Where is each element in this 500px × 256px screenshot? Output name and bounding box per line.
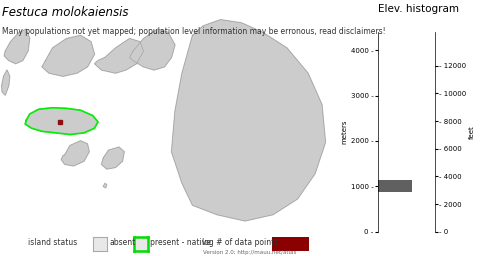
Polygon shape [2, 70, 10, 95]
Text: present - native: present - native [150, 238, 211, 247]
Bar [378, 180, 412, 192]
Text: Version 2.0; http://mauu.net/atlas: Version 2.0; http://mauu.net/atlas [204, 250, 296, 255]
Polygon shape [42, 35, 94, 76]
Text: Elev. histogram: Elev. histogram [378, 4, 458, 14]
Polygon shape [4, 29, 30, 64]
Text: Many populations not yet mapped; population level information may be erronous, r: Many populations not yet mapped; populat… [2, 27, 386, 36]
Text: log # of data points: log # of data points [202, 238, 279, 247]
Y-axis label: feet: feet [469, 125, 475, 139]
Text: Festuca molokaiensis: Festuca molokaiensis [2, 6, 129, 19]
Polygon shape [25, 108, 98, 134]
Polygon shape [102, 147, 124, 169]
Polygon shape [94, 39, 144, 73]
Polygon shape [61, 141, 89, 166]
Polygon shape [104, 183, 107, 188]
Polygon shape [172, 20, 326, 221]
Polygon shape [130, 29, 175, 70]
Y-axis label: meters: meters [342, 120, 348, 144]
Text: island status: island status [28, 238, 77, 247]
Text: absent: absent [109, 238, 135, 247]
